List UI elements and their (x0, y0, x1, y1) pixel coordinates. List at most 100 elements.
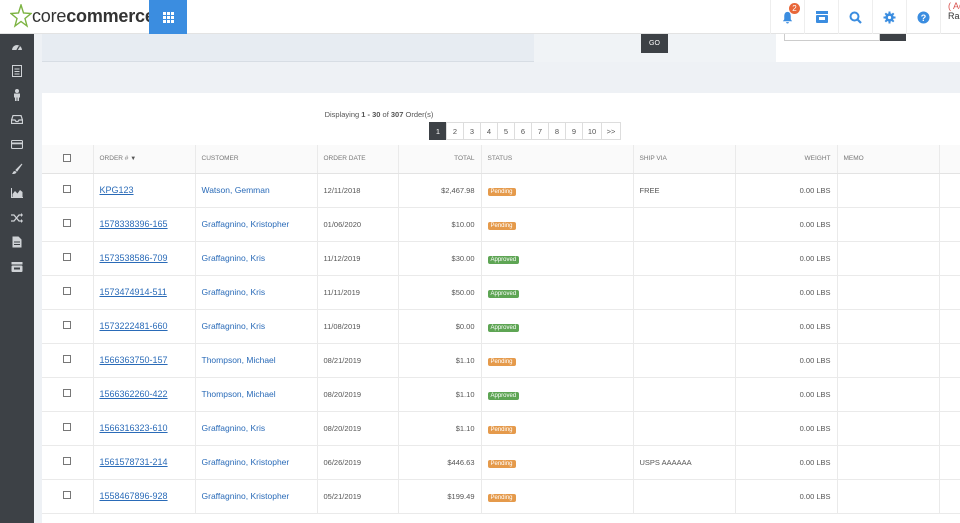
search-button[interactable] (838, 0, 872, 34)
weight-header[interactable]: WEIGHT (735, 145, 838, 174)
order-date-header[interactable]: ORDER DATE (317, 145, 399, 174)
row-select-cell[interactable] (42, 241, 94, 276)
settings-button[interactable] (872, 0, 906, 34)
row-select-cell[interactable] (42, 173, 94, 208)
pagination-page-8[interactable]: 8 (548, 122, 566, 140)
customer-name[interactable]: Graffagnino, Kris (201, 253, 266, 263)
app-grid-button[interactable] (149, 0, 187, 34)
row-checkbox[interactable] (63, 287, 72, 295)
store-icon[interactable] (0, 255, 34, 280)
row-select-cell[interactable] (42, 411, 94, 446)
row-checkbox[interactable] (63, 389, 72, 397)
logo[interactable]: corecommerce (10, 3, 155, 29)
order-number-link[interactable]: 1573474914-511 (99, 287, 167, 297)
row-checkbox[interactable] (63, 321, 72, 329)
billing-icon[interactable] (0, 132, 34, 157)
row-select-cell[interactable] (42, 377, 94, 412)
help-button[interactable]: ? (906, 0, 940, 34)
select-all-checkbox[interactable] (63, 153, 72, 162)
notifications-button[interactable]: 2 (770, 0, 804, 34)
pagination-page-2[interactable]: 2 (446, 122, 464, 140)
row-checkbox[interactable] (63, 423, 72, 431)
total-cell: $50.00 (398, 275, 482, 310)
customer-name[interactable]: Watson, Gemman (201, 185, 270, 195)
customer-name[interactable]: Graffagnino, Kristopher (201, 491, 290, 501)
status-header[interactable]: STATUS (481, 145, 634, 174)
row-checkbox[interactable] (63, 219, 72, 227)
help-icon: ? (917, 11, 930, 23)
pagination-info: Displaying 1 - 30 of 307 Order(s) (324, 110, 434, 119)
order-number-header[interactable]: ORDER # ▼ (93, 145, 196, 174)
customers-icon[interactable] (0, 83, 34, 108)
row-select-cell[interactable] (42, 343, 94, 378)
row-select-cell[interactable] (42, 309, 94, 344)
customer-name[interactable]: Thompson, Michael (201, 389, 276, 399)
order-number-link[interactable]: 1573222481-660 (99, 321, 168, 331)
select-all-header[interactable] (42, 145, 94, 174)
row-select-cell[interactable] (42, 275, 94, 310)
table-row[interactable]: 1558467896-928 Graffagnino, Kristopher 05/… (42, 479, 960, 514)
row-checkbox[interactable] (63, 491, 72, 499)
total-header[interactable]: TOTAL (398, 145, 482, 174)
customer-header[interactable]: CUSTOMER (195, 145, 318, 174)
table-row[interactable]: 1578338396-165 Graffagnino, Kristopher 01/… (42, 207, 960, 242)
order-number-link[interactable]: 1566363750-157 (99, 355, 168, 365)
customer-name[interactable]: Graffagnino, Kristopher (201, 457, 290, 467)
status-cell: Approved (481, 241, 634, 276)
row-select-cell[interactable] (42, 479, 94, 514)
pagination-page-7[interactable]: 7 (531, 122, 549, 140)
user-menu[interactable]: ( Ac Ra (940, 0, 960, 34)
pagination-page-3[interactable]: 3 (463, 122, 481, 140)
customer-name[interactable]: Thompson, Michael (201, 355, 276, 365)
order-number-link[interactable]: 1578338396-165 (99, 219, 168, 229)
filter-search-button[interactable] (880, 34, 906, 41)
table-row[interactable]: 1566363750-157 Thompson, Michael 08/21/201… (42, 343, 960, 378)
pagination-page-5[interactable]: 5 (497, 122, 515, 140)
row-checkbox[interactable] (63, 457, 72, 465)
table-row[interactable]: 1566362260-422 Thompson, Michael 08/20/201… (42, 377, 960, 412)
design-icon[interactable] (0, 157, 34, 182)
row-checkbox[interactable] (63, 185, 72, 193)
table-row[interactable]: 1561578731-214 Graffagnino, Kristopher 06/… (42, 445, 960, 480)
pagination-page-10[interactable]: 10 (582, 122, 602, 140)
integrations-icon[interactable] (0, 206, 34, 231)
pagination-page-4[interactable]: 4 (480, 122, 498, 140)
order-date-cell: 11/11/2019 (317, 275, 399, 310)
go-button[interactable]: GO (641, 34, 668, 53)
ship-via-header[interactable]: SHIP VIA (633, 145, 736, 174)
memo-header[interactable]: MEMO (837, 145, 940, 174)
table-row[interactable]: 1566316323-610 Graffagnino, Kris 08/20/201… (42, 411, 960, 446)
orders-icon[interactable] (0, 59, 34, 84)
row-select-cell[interactable] (42, 445, 94, 480)
order-date-cell: 12/11/2018 (317, 173, 399, 208)
content-icon[interactable] (0, 230, 34, 255)
pagination-next-button[interactable]: >> (601, 122, 621, 140)
customer-name[interactable]: Graffagnino, Kris (201, 287, 266, 297)
order-number-link[interactable]: 1558467896-928 (99, 491, 168, 501)
table-row[interactable]: KPG123 Watson, Gemman 12/11/2018 $2,467.98 P… (42, 173, 960, 208)
table-row[interactable]: 1573222481-660 Graffagnino, Kris 11/08/201… (42, 309, 960, 344)
customer-name[interactable]: Graffagnino, Kris (201, 321, 266, 331)
table-row[interactable]: 1573474914-511 Graffagnino, Kris 11/11/201… (42, 275, 960, 310)
filter-search-input[interactable] (784, 34, 880, 41)
customer-name[interactable]: Graffagnino, Kristopher (201, 219, 290, 229)
dashboard-icon[interactable] (0, 34, 34, 59)
row-checkbox[interactable] (63, 355, 72, 363)
storefront-button[interactable] (804, 0, 838, 34)
ship-via-cell (633, 207, 736, 242)
pagination-page-6[interactable]: 6 (514, 122, 532, 140)
reports-icon[interactable] (0, 181, 34, 206)
order-number-link[interactable]: 1566362260-422 (99, 389, 168, 399)
order-number-link[interactable]: 1566316323-610 (99, 423, 168, 433)
customer-name[interactable]: Graffagnino, Kris (201, 423, 266, 433)
inbox-icon[interactable] (0, 108, 34, 133)
pagination-page-1[interactable]: 1 (429, 122, 447, 140)
order-number-link[interactable]: 1561578731-214 (99, 457, 168, 467)
row-checkbox[interactable] (63, 253, 72, 261)
pagination-page-9[interactable]: 9 (565, 122, 583, 140)
row-select-cell[interactable] (42, 207, 94, 242)
order-number-link[interactable]: 1573538586-709 (99, 253, 168, 263)
table-row[interactable]: 1573538586-709 Graffagnino, Kris 11/12/201… (42, 241, 960, 276)
status-cell: Approved (481, 377, 634, 412)
order-number-link[interactable]: KPG123 (99, 185, 134, 195)
